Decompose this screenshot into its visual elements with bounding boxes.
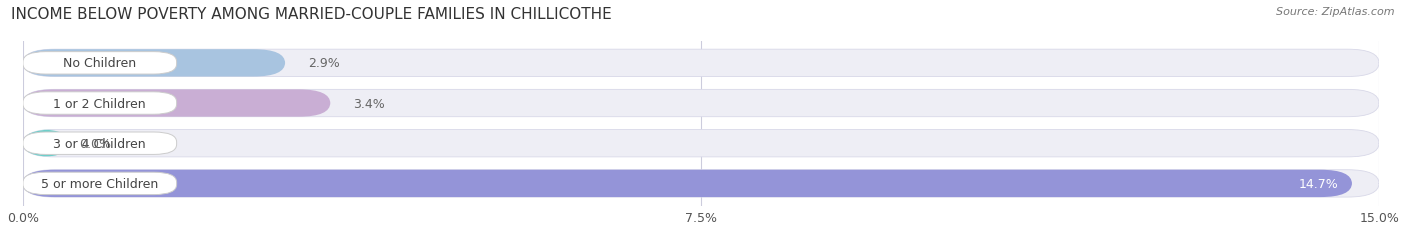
Text: 0.0%: 0.0% — [80, 137, 111, 150]
FancyBboxPatch shape — [22, 90, 1379, 117]
Text: 3 or 4 Children: 3 or 4 Children — [53, 137, 146, 150]
FancyBboxPatch shape — [22, 52, 177, 75]
Text: 14.7%: 14.7% — [1299, 177, 1339, 190]
FancyBboxPatch shape — [22, 173, 177, 195]
FancyBboxPatch shape — [22, 130, 70, 157]
FancyBboxPatch shape — [22, 132, 177, 155]
FancyBboxPatch shape — [22, 92, 177, 115]
Text: 3.4%: 3.4% — [353, 97, 385, 110]
FancyBboxPatch shape — [22, 90, 330, 117]
FancyBboxPatch shape — [22, 170, 1353, 197]
FancyBboxPatch shape — [22, 130, 1379, 157]
FancyBboxPatch shape — [22, 50, 1379, 77]
Text: Source: ZipAtlas.com: Source: ZipAtlas.com — [1277, 7, 1395, 17]
Text: No Children: No Children — [63, 57, 136, 70]
FancyBboxPatch shape — [22, 170, 1379, 197]
Text: INCOME BELOW POVERTY AMONG MARRIED-COUPLE FAMILIES IN CHILLICOTHE: INCOME BELOW POVERTY AMONG MARRIED-COUPL… — [11, 7, 612, 22]
Text: 2.9%: 2.9% — [308, 57, 339, 70]
FancyBboxPatch shape — [22, 50, 285, 77]
Text: 5 or more Children: 5 or more Children — [41, 177, 159, 190]
Text: 1 or 2 Children: 1 or 2 Children — [53, 97, 146, 110]
